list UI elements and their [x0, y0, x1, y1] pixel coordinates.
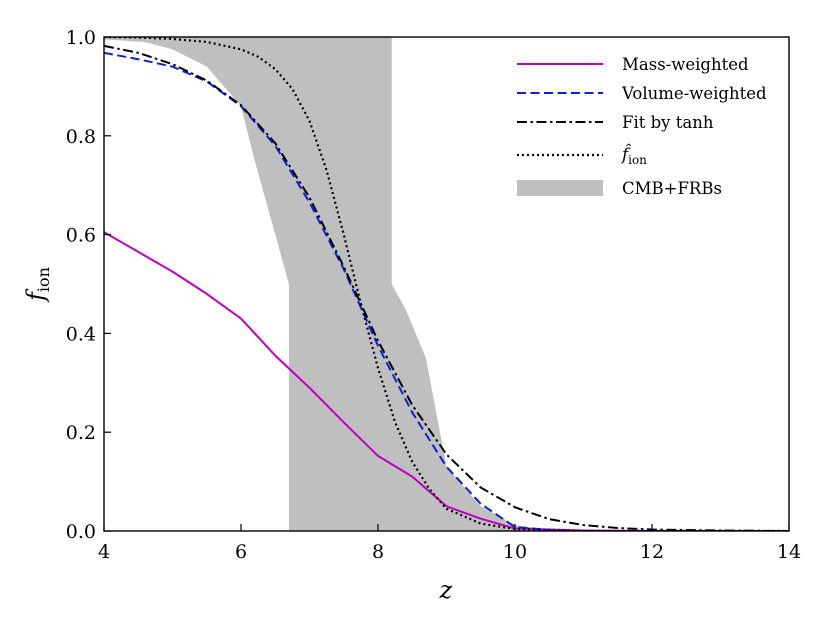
legend-label-cmb-frbs: CMB+FRBs [622, 179, 722, 198]
legend-label-f-hat-ion: f̂ion [620, 144, 647, 167]
plot-frame [103, 36, 790, 532]
legend-label-volume-weighted: Volume-weighted [621, 84, 767, 103]
x-tick-label-6: 6 [235, 541, 247, 563]
y-tick-label-0.0: 0.0 [66, 521, 96, 543]
legend-label-fit-by-tanh: Fit by tanh [622, 113, 714, 132]
f-hat-ion-line [104, 37, 789, 531]
x-tick-label-12: 12 [640, 541, 664, 563]
y-tick-label-0.4: 0.4 [66, 323, 96, 345]
x-tick-label-4: 4 [98, 541, 110, 563]
x-axis-label: z [439, 576, 453, 604]
legend-label-mass-weighted: Mass-weighted [622, 55, 749, 74]
x-tick-label-8: 8 [372, 541, 384, 563]
y-tick-label-0.2: 0.2 [66, 422, 96, 444]
cmb-frbs-band [104, 37, 584, 531]
cmb-frbs-band-layer [104, 37, 584, 531]
y-axis-label: fion [22, 267, 53, 303]
legend-label-f-hat-main: f̂ [620, 144, 632, 164]
series-layer [104, 37, 789, 531]
legend: Mass-weighted Volume-weighted Fit by tan… [517, 55, 767, 198]
y-tick-label-0.6: 0.6 [66, 225, 96, 247]
tick-layer: 4 6 8 10 12 14 0.0 0.2 0.4 0.6 0.8 1.0 [66, 27, 801, 563]
legend-label-f-hat-sub: ion [628, 153, 647, 167]
legend-swatch-cmb-frbs [517, 180, 603, 196]
x-tick-label-14: 14 [777, 541, 801, 563]
fit-by-tanh-line [104, 44, 789, 531]
y-tick-label-1.0: 1.0 [66, 27, 96, 49]
y-axis-label-sub: ion [34, 267, 53, 292]
y-tick-label-0.8: 0.8 [66, 126, 96, 148]
x-tick-label-10: 10 [503, 541, 527, 563]
